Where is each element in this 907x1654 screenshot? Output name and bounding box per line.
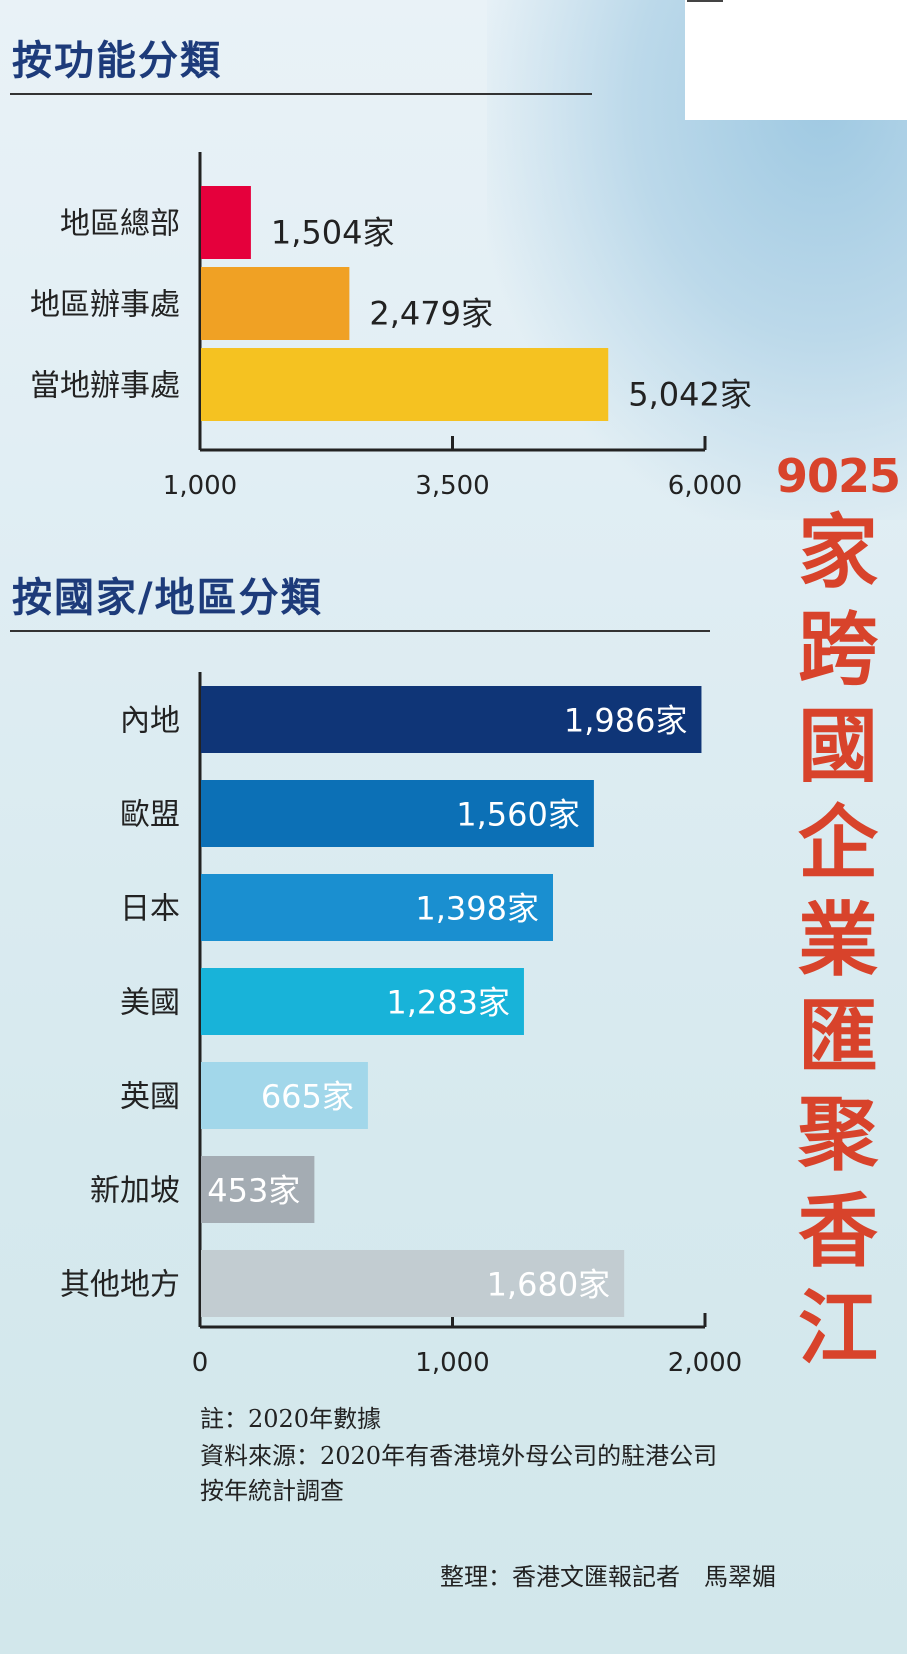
category-label: 內地 xyxy=(120,704,180,739)
section1-title: 按功能分類 xyxy=(12,38,222,84)
headline-number: 9025 xyxy=(775,449,901,503)
bar xyxy=(201,267,350,340)
bar xyxy=(201,1062,368,1129)
bar xyxy=(201,780,594,847)
category-label: 當地辦事處 xyxy=(30,369,180,404)
bar xyxy=(201,874,553,941)
bar xyxy=(201,968,524,1035)
credit: 整理：香港文匯報記者 馬翠媚 xyxy=(440,1563,776,1591)
category-label: 英國 xyxy=(120,1080,180,1115)
value-label: 1,398家 xyxy=(415,890,539,928)
value-label: 1,504家 xyxy=(271,214,395,252)
x-tick-label: 6,000 xyxy=(668,471,742,501)
value-label: 1,560家 xyxy=(456,796,580,834)
category-label: 新加坡 xyxy=(90,1174,180,1209)
section2-rule xyxy=(10,630,710,632)
value-label: 665家 xyxy=(261,1078,354,1116)
data-note: 註：2020年數據 xyxy=(200,1405,382,1433)
bar xyxy=(201,1156,315,1223)
category-label: 其他地方 xyxy=(60,1268,180,1303)
x-tick-label: 2,000 xyxy=(668,1348,742,1378)
category-label: 地區辦事處 xyxy=(30,288,180,323)
category-label: 美國 xyxy=(120,986,180,1021)
category-label: 地區總部 xyxy=(60,207,180,242)
section2-title: 按國家/地區分類 xyxy=(12,575,323,621)
category-label: 日本 xyxy=(120,892,180,927)
x-tick-label: 1,000 xyxy=(163,471,237,501)
x-tick-label: 1,000 xyxy=(415,1348,489,1378)
bar xyxy=(201,1250,625,1317)
value-label: 1,986家 xyxy=(564,702,688,740)
headline: 9025 家跨國企業匯聚香江 xyxy=(775,448,901,1377)
headline-text: 家跨國企業匯聚香江 xyxy=(798,506,878,1375)
source-line-2: 按年統計調查 xyxy=(200,1477,344,1505)
x-tick-label: 3,500 xyxy=(415,471,489,501)
corner-dash xyxy=(687,0,723,2)
bar xyxy=(201,186,251,259)
source-line-1: 資料來源：2020年有香港境外母公司的駐港公司 xyxy=(200,1442,718,1470)
section1-rule xyxy=(10,93,592,95)
value-label: 1,283家 xyxy=(386,984,510,1022)
bar xyxy=(201,686,702,753)
x-tick-label: 0 xyxy=(192,1348,209,1378)
bar xyxy=(201,348,609,421)
value-label: 5,042家 xyxy=(628,376,752,414)
category-label: 歐盟 xyxy=(120,798,180,833)
corner-white-box xyxy=(685,0,907,120)
value-label: 1,680家 xyxy=(487,1266,611,1304)
value-label: 453家 xyxy=(207,1172,300,1210)
value-label: 2,479家 xyxy=(369,295,493,333)
